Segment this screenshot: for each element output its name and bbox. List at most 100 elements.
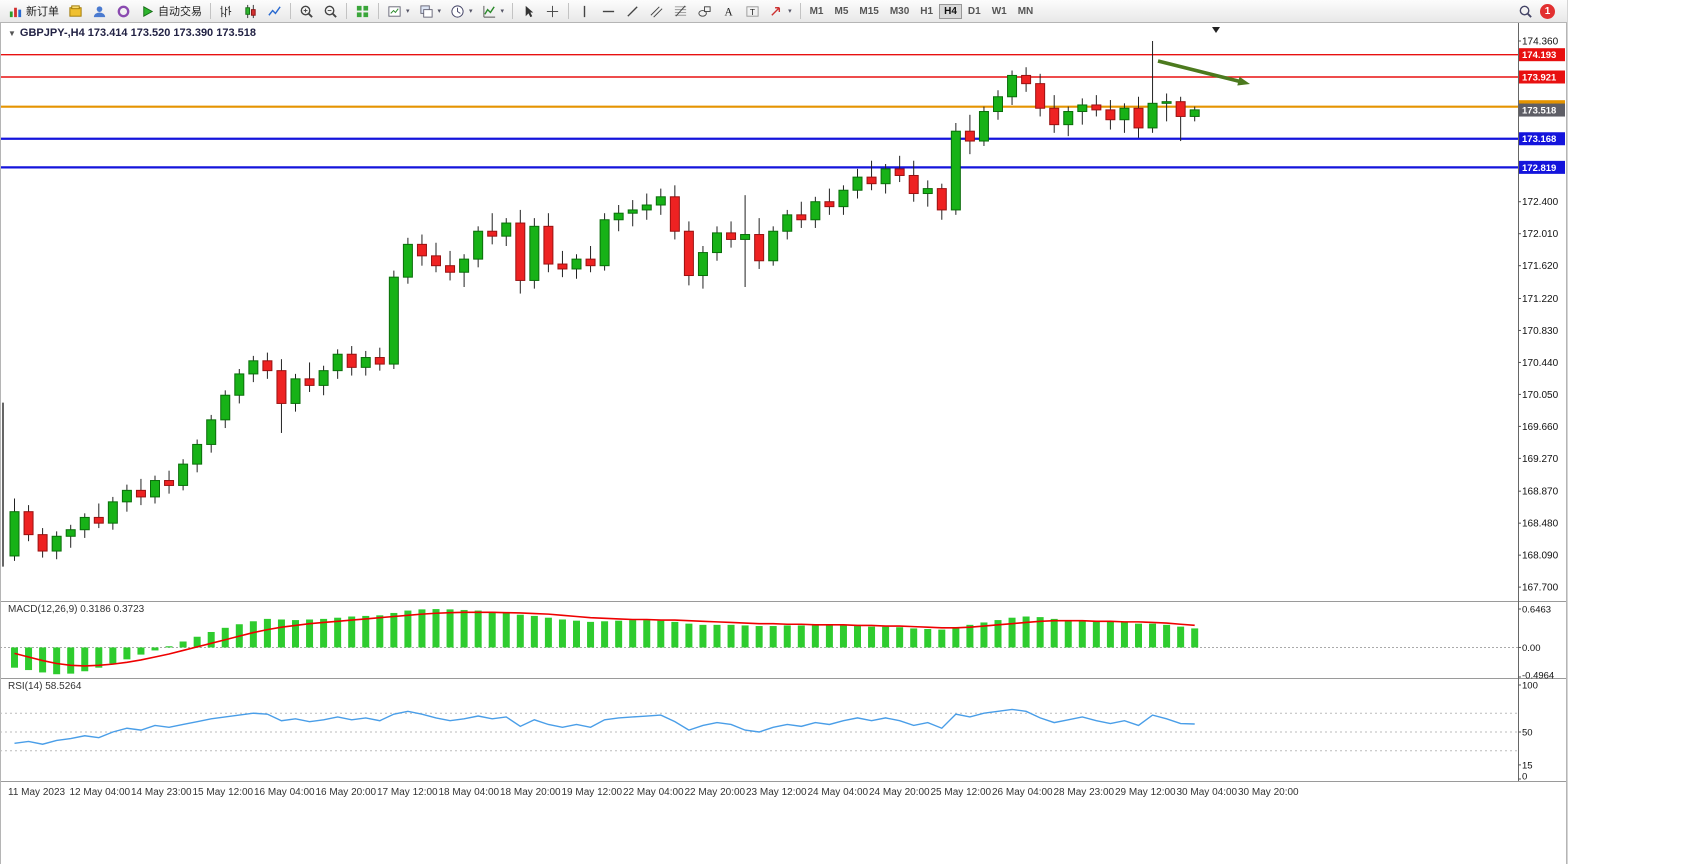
svg-text:24 May 20:00: 24 May 20:00 bbox=[869, 787, 930, 798]
svg-text:28 May 23:00: 28 May 23:00 bbox=[1054, 787, 1115, 798]
svg-text:18 May 04:00: 18 May 04:00 bbox=[439, 787, 500, 798]
label-icon: T bbox=[746, 5, 759, 16]
shapes-icon bbox=[698, 5, 711, 17]
bar-chart-button[interactable] bbox=[215, 1, 238, 22]
svg-text:T: T bbox=[750, 6, 755, 16]
price-badge-173.921: 173.921 bbox=[1519, 70, 1565, 84]
svg-text:16 May 20:00: 16 May 20:00 bbox=[316, 787, 377, 798]
cursor-icon bbox=[525, 5, 534, 17]
grid-green-icon bbox=[356, 5, 369, 17]
autotrading-button-label: 自动交易 bbox=[158, 6, 202, 18]
svg-text:170.830: 170.830 bbox=[1522, 326, 1559, 337]
arrows-button[interactable]: ▾ bbox=[765, 1, 796, 22]
svg-text:173.518: 173.518 bbox=[1522, 106, 1556, 117]
timeframe-m1-button[interactable]: M1 bbox=[809, 5, 824, 17]
timeframe-d1-button[interactable]: D1 bbox=[967, 5, 981, 17]
hline-icon bbox=[602, 10, 615, 12]
svg-text:A: A bbox=[725, 6, 734, 18]
text-label-button[interactable]: T bbox=[741, 1, 764, 22]
timeframe-w1-button[interactable]: W1 bbox=[991, 5, 1007, 17]
period-button[interactable]: ▾ bbox=[446, 1, 477, 22]
svg-text:173.921: 173.921 bbox=[1522, 72, 1557, 83]
svg-text:169.660: 169.660 bbox=[1522, 422, 1559, 433]
tile-windows-button[interactable] bbox=[351, 1, 374, 22]
svg-text:16 May 04:00: 16 May 04:00 bbox=[254, 787, 315, 798]
new-order-button[interactable]: 新订单 bbox=[4, 1, 63, 22]
tline-icon bbox=[627, 5, 638, 17]
arrows-icon bbox=[771, 6, 781, 16]
channel-button[interactable] bbox=[645, 1, 668, 22]
cascade-icon bbox=[419, 4, 433, 18]
zoom-in-icon bbox=[300, 5, 313, 18]
profile-icon bbox=[93, 5, 106, 17]
vertical-line-button[interactable] bbox=[573, 1, 596, 22]
date-axis[interactable]: 11 May 2023 12 May 04:00 14 May 23:00 15 Ma… bbox=[8, 787, 1299, 798]
rsi-pane bbox=[0, 708, 1518, 752]
svg-text:18 May 20:00: 18 May 20:00 bbox=[500, 787, 561, 798]
current-price-badge: 173.518 bbox=[1519, 103, 1565, 117]
shapes-button[interactable] bbox=[693, 1, 716, 22]
chart-shift-marker-icon[interactable] bbox=[1212, 27, 1220, 33]
horizontal-line-button[interactable] bbox=[597, 1, 620, 22]
channel-icon bbox=[650, 5, 663, 17]
price-chart-canvas[interactable]: 174.360 172.400 172.010 171.620 171.220 170.8… bbox=[0, 23, 1567, 864]
line-chart-button[interactable] bbox=[263, 1, 286, 22]
chart-window[interactable]: 174.360 172.400 172.010 171.620 171.220 170.8… bbox=[0, 23, 1567, 864]
svg-text:29 May 12:00: 29 May 12:00 bbox=[1115, 787, 1176, 798]
fibo-icon bbox=[674, 5, 687, 17]
profiles-button[interactable]: ▾ bbox=[415, 1, 446, 22]
cursor-button[interactable] bbox=[517, 1, 540, 22]
svg-text:168.090: 168.090 bbox=[1522, 551, 1559, 562]
market-watch-button[interactable] bbox=[64, 1, 87, 22]
autotrading-button[interactable]: 自动交易 bbox=[136, 1, 206, 22]
navigator-button[interactable] bbox=[112, 1, 135, 22]
notification-badge[interactable]: 1 bbox=[1540, 3, 1555, 19]
svg-text:171.220: 171.220 bbox=[1522, 294, 1559, 305]
timeframe-h4-button[interactable]: H4 bbox=[939, 3, 962, 19]
trend-arrow-annotation[interactable] bbox=[1157, 59, 1250, 86]
svg-text:25 May 12:00: 25 May 12:00 bbox=[931, 787, 992, 798]
text-button[interactable]: A bbox=[717, 1, 740, 22]
svg-text:172.400: 172.400 bbox=[1522, 197, 1559, 208]
search-button[interactable] bbox=[1514, 1, 1537, 22]
crosshair-icon bbox=[546, 5, 559, 17]
zoom-out-button[interactable] bbox=[319, 1, 342, 22]
timeframe-mn-button[interactable]: MN bbox=[1017, 5, 1034, 17]
svg-text:174.360: 174.360 bbox=[1522, 37, 1559, 48]
svg-text:-0.4964: -0.4964 bbox=[1522, 671, 1554, 682]
line-chart-icon bbox=[268, 5, 281, 16]
timeframe-m15-button[interactable]: M15 bbox=[859, 5, 879, 17]
crosshair-button[interactable] bbox=[541, 1, 564, 22]
bar-chart-icon bbox=[220, 5, 232, 17]
svg-text:17 May 12:00: 17 May 12:00 bbox=[377, 787, 438, 798]
main-toolbar: 新订单 自动交易 ▾ ▾ ▾ ▾ A T ▾ M1 M5 M15 M30 H1 H4 D1 W1 MN 1 bbox=[0, 0, 1567, 23]
toolbar-separator bbox=[378, 3, 379, 19]
candlestick-chart-button[interactable] bbox=[239, 1, 262, 22]
fibonacci-button[interactable] bbox=[669, 1, 692, 22]
price-badge-174.193: 174.193 bbox=[1519, 48, 1565, 62]
svg-text:169.270: 169.270 bbox=[1522, 454, 1559, 465]
text-a-icon: A bbox=[725, 6, 734, 18]
data-window-button[interactable] bbox=[88, 1, 111, 22]
chevron-down-icon: ▾ bbox=[788, 8, 792, 15]
candles-icon bbox=[245, 4, 256, 18]
svg-text:168.480: 168.480 bbox=[1522, 519, 1559, 530]
new-chart-button[interactable]: ▾ bbox=[383, 1, 414, 22]
svg-text:11 May 2023: 11 May 2023 bbox=[8, 787, 66, 798]
horizontal-level-lines[interactable] bbox=[0, 53, 1518, 169]
svg-text:19 May 12:00: 19 May 12:00 bbox=[562, 787, 623, 798]
zoom-in-button[interactable] bbox=[295, 1, 318, 22]
toolbar-separator bbox=[290, 3, 291, 19]
svg-text:15: 15 bbox=[1522, 760, 1533, 771]
chevron-down-icon: ▾ bbox=[469, 8, 473, 15]
price-axis[interactable]: 174.360 172.400 172.010 171.620 171.220 170.8… bbox=[1518, 23, 1565, 783]
svg-text:0: 0 bbox=[1522, 772, 1527, 783]
timeframe-m5-button[interactable]: M5 bbox=[834, 5, 849, 17]
trendline-button[interactable] bbox=[621, 1, 644, 22]
chart-add-icon bbox=[388, 5, 401, 17]
svg-text:14 May 23:00: 14 May 23:00 bbox=[131, 787, 192, 798]
vline-icon bbox=[583, 5, 586, 17]
indicators-button[interactable]: ▾ bbox=[478, 1, 509, 22]
timeframe-m30-button[interactable]: M30 bbox=[889, 5, 910, 17]
timeframe-h1-button[interactable]: H1 bbox=[920, 5, 934, 17]
